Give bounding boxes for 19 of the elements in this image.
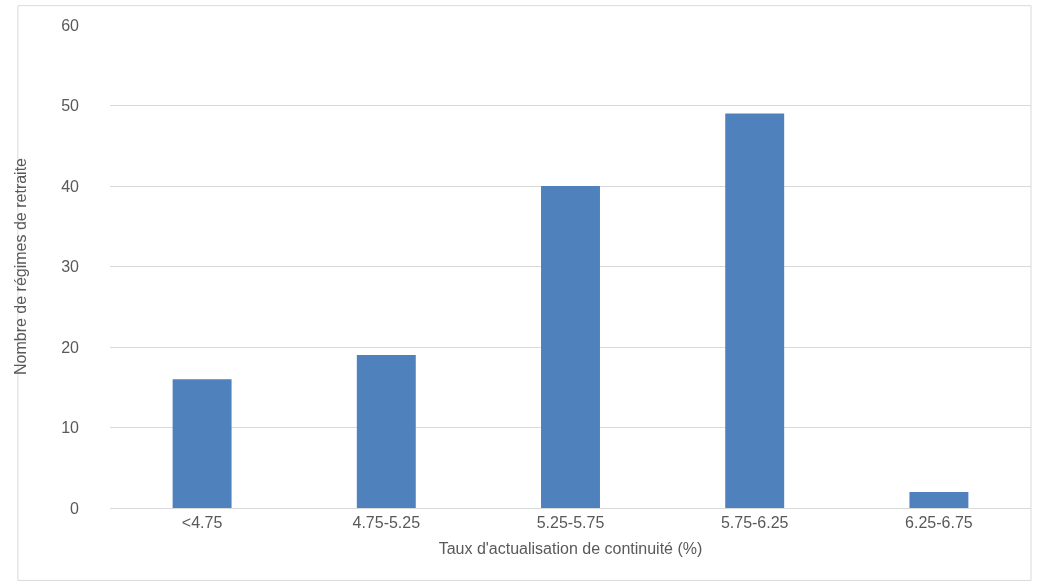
bar bbox=[356, 355, 416, 508]
y-axis-title: Nombre de régimes de retraite bbox=[12, 157, 30, 375]
x-tick-label: <4.75 bbox=[181, 514, 223, 532]
bar bbox=[725, 113, 785, 508]
bar bbox=[172, 379, 232, 508]
y-tick-label: 30 bbox=[61, 258, 80, 276]
x-tick-label: 6.25-6.75 bbox=[905, 514, 973, 532]
y-tick-label: 0 bbox=[70, 499, 80, 517]
bar bbox=[541, 186, 600, 508]
y-tick-label: 20 bbox=[61, 338, 80, 356]
y-tick-label: 50 bbox=[61, 97, 80, 115]
y-tick-label: 10 bbox=[61, 419, 80, 437]
x-axis-title: Taux d'actualisation de continuité (%) bbox=[438, 539, 703, 557]
x-tick-label: 5.25-5.75 bbox=[536, 514, 605, 532]
x-tick-label: 5.75-6.25 bbox=[720, 514, 789, 532]
bar bbox=[909, 491, 969, 508]
y-tick-label: 40 bbox=[61, 177, 80, 195]
x-tick-label: 4.75-5.25 bbox=[352, 514, 421, 532]
y-tick-label: 60 bbox=[61, 16, 80, 34]
